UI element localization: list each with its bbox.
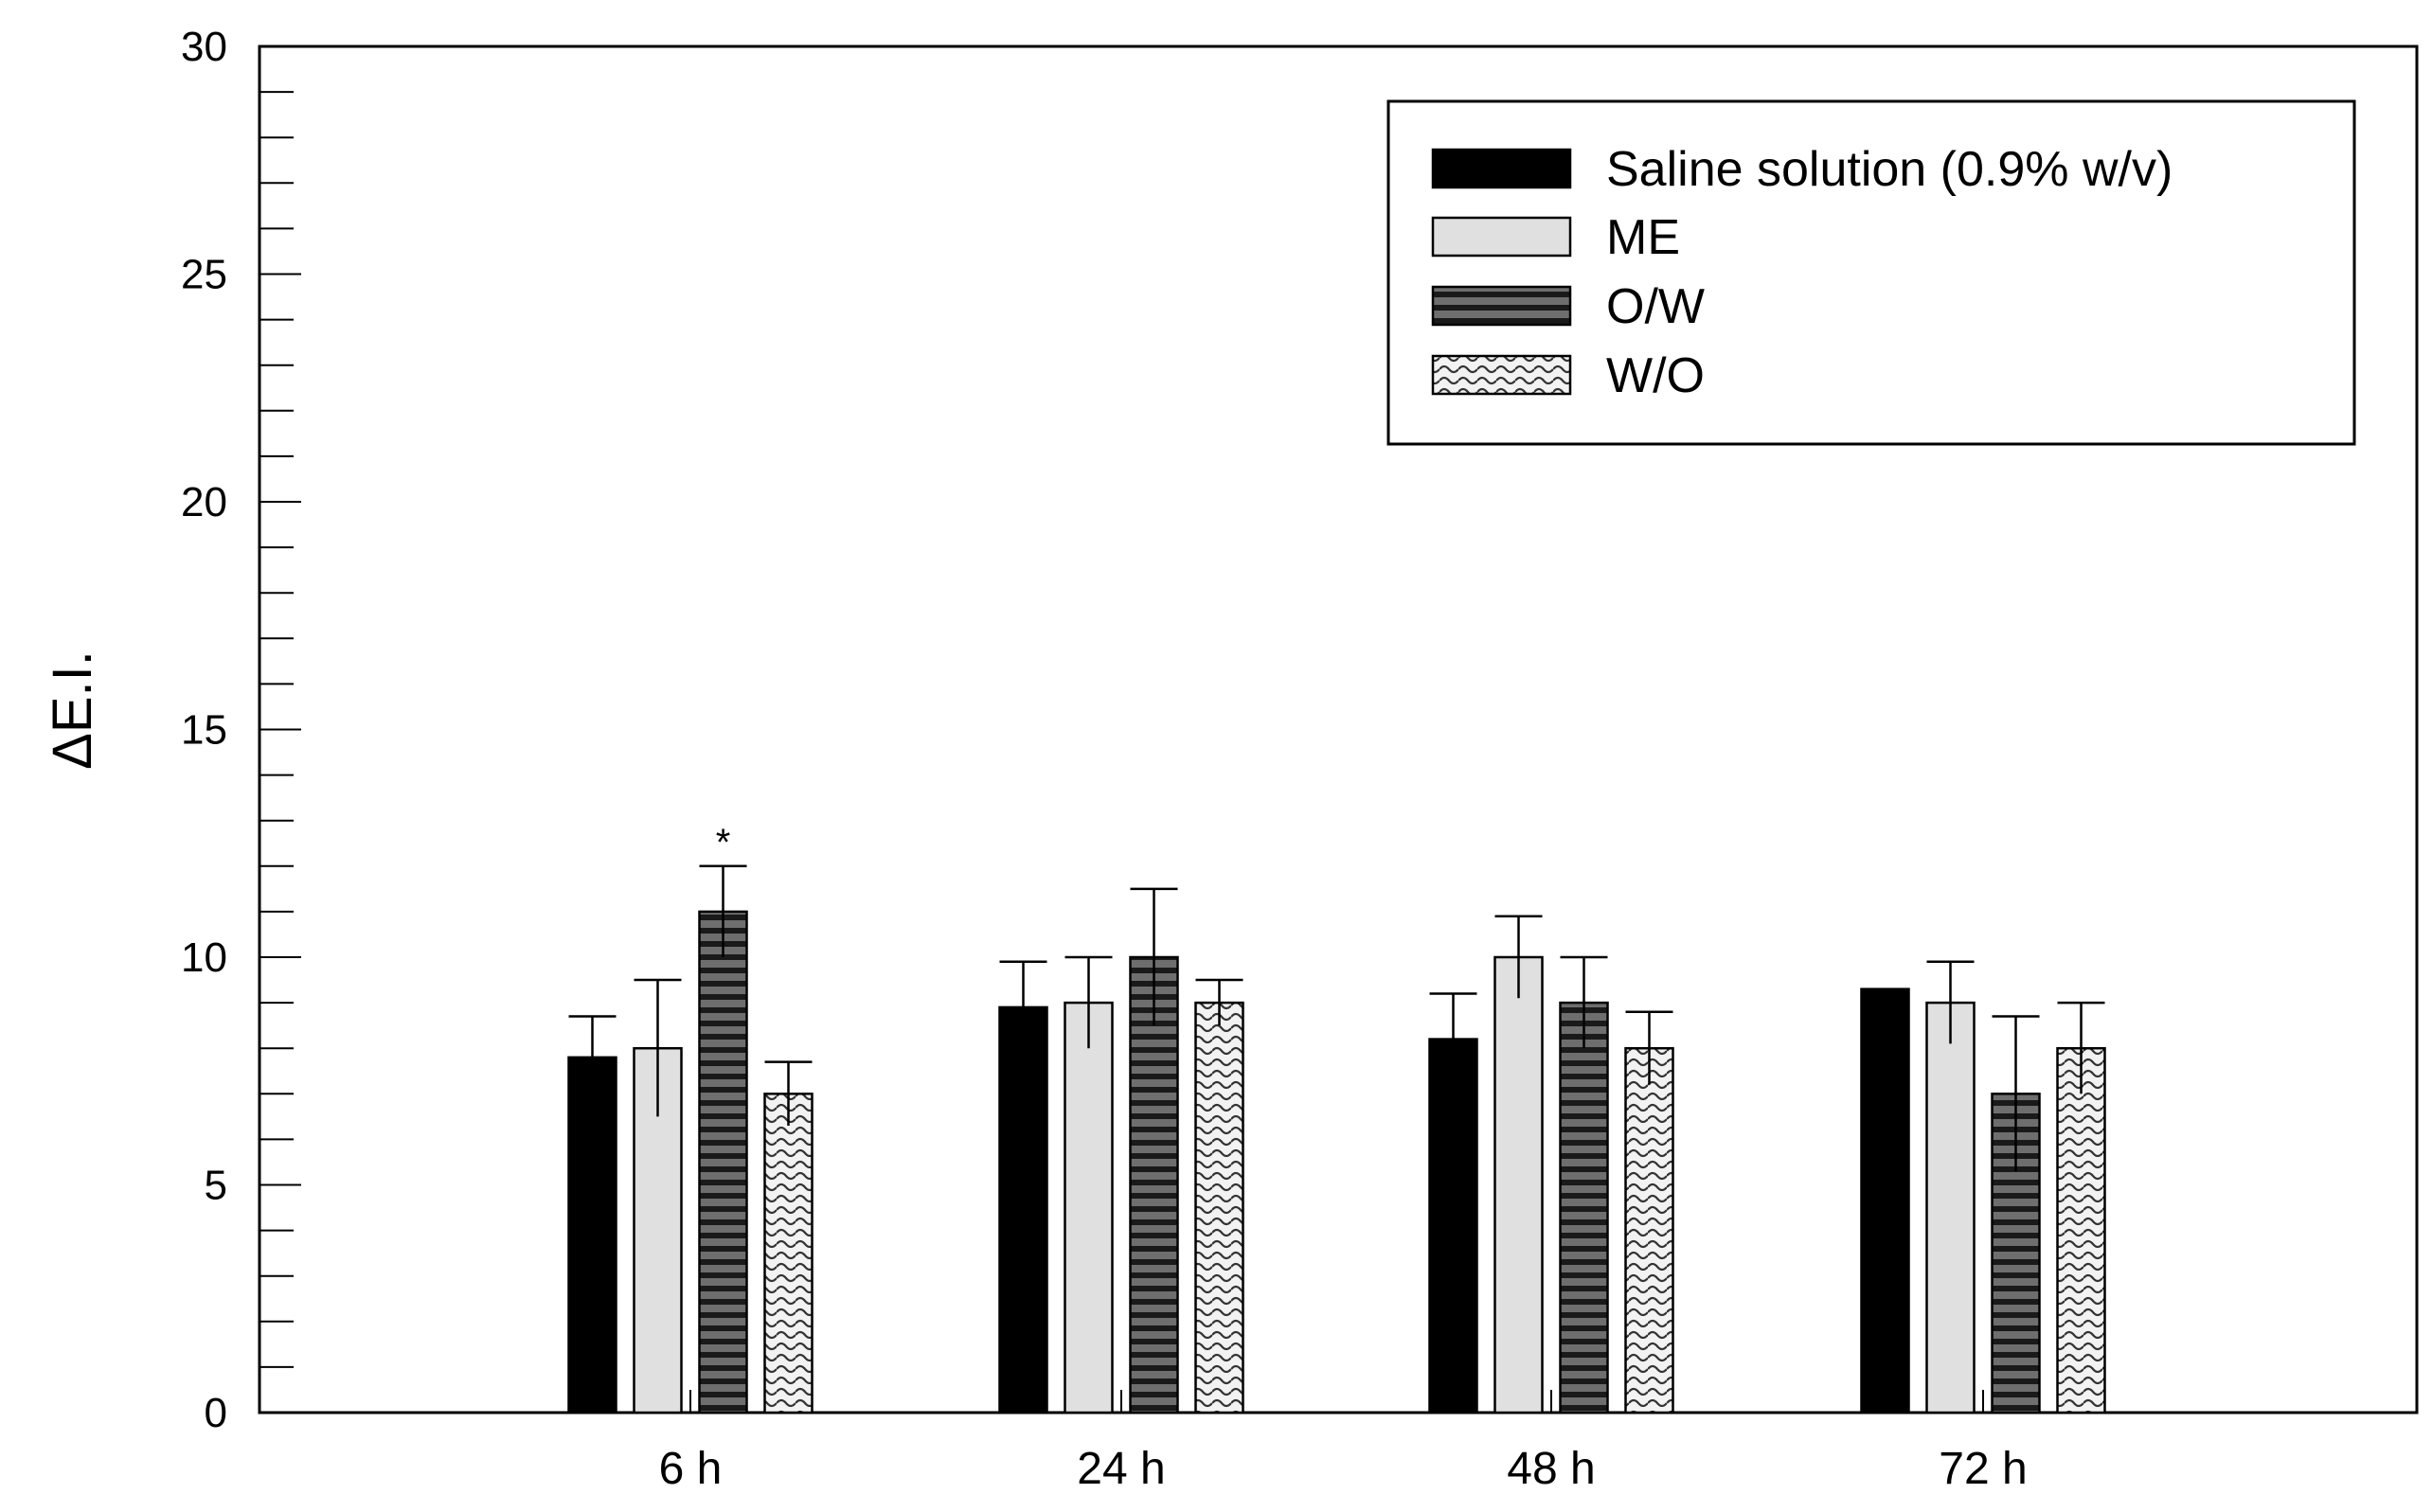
bar	[1925, 1001, 1976, 1414]
x-tick-label: 6 h	[659, 1444, 723, 1494]
bar	[1493, 955, 1544, 1414]
y-tick-label: 0	[205, 1390, 227, 1436]
bar	[567, 1056, 617, 1414]
legend-swatch	[1431, 148, 1572, 189]
bar	[1064, 1001, 1114, 1414]
x-tick-label: 48 h	[1507, 1444, 1595, 1494]
bar	[698, 910, 748, 1414]
bar	[1428, 1038, 1478, 1414]
bar	[1624, 1046, 1674, 1414]
x-axis: 6 h 24 h 48 h 72 h	[659, 1390, 2028, 1494]
bars-group: *	[567, 822, 2106, 1414]
bar	[1559, 1001, 1609, 1414]
x-tick-label: 72 h	[1939, 1444, 2027, 1494]
y-tick-label: 30	[181, 24, 227, 70]
bar	[2056, 1046, 2106, 1414]
x-tick-label: 24 h	[1077, 1444, 1165, 1494]
bar	[1194, 1001, 1244, 1414]
y-tick-label: 10	[181, 934, 227, 981]
y-tick-label: 25	[181, 252, 227, 298]
legend-swatch	[1431, 285, 1572, 327]
legend-label: ME	[1606, 210, 1680, 265]
legend-label: O/W	[1606, 279, 1705, 334]
y-axis-label: ΔE.I.	[42, 650, 103, 770]
y-tick-label: 15	[181, 707, 227, 754]
bar	[1129, 955, 1179, 1414]
significance-marker: *	[716, 822, 731, 863]
bar	[998, 1005, 1048, 1414]
bar	[763, 1093, 814, 1414]
y-axis: 0 5 10 15 20 25 30	[181, 24, 301, 1436]
legend-label: W/O	[1606, 348, 1705, 403]
legend-swatch	[1431, 216, 1572, 258]
bar	[1860, 987, 1910, 1414]
y-tick-label: 20	[181, 479, 227, 525]
legend-label: Saline solution (0.9% w/v)	[1606, 142, 2173, 197]
legend: Saline solution (0.9% w/v) ME O/W W/O	[1386, 99, 2356, 446]
legend-swatch	[1431, 354, 1572, 396]
y-tick-label: 5	[205, 1163, 227, 1209]
